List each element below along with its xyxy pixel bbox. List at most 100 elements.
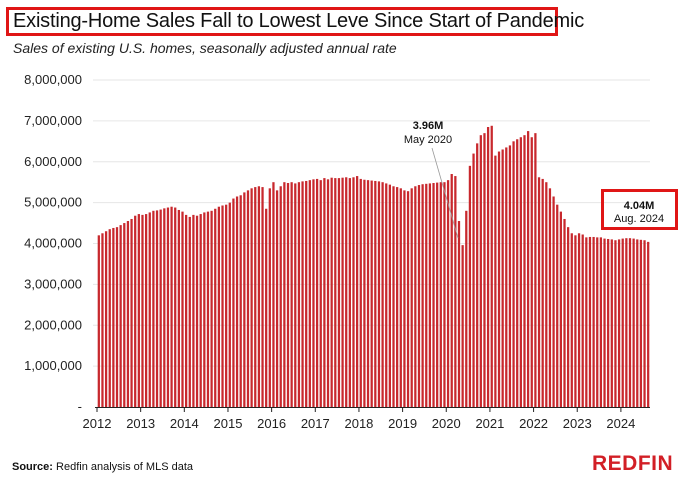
bar (283, 182, 286, 407)
bar (130, 218, 133, 407)
bar (188, 216, 191, 407)
bar (436, 182, 439, 407)
x-tick-label: 2022 (519, 416, 548, 431)
bar (414, 186, 417, 407)
bar (490, 125, 493, 407)
y-tick-label: 3,000,000 (24, 276, 82, 291)
bar (406, 191, 410, 407)
x-tick-label: 2014 (170, 416, 199, 431)
y-tick-label: 1,000,000 (24, 358, 82, 373)
bar (250, 188, 253, 407)
source-label: Source: (12, 461, 53, 473)
bar (308, 180, 311, 407)
annotation-may-2020-label: May 2020 (404, 134, 452, 146)
bar (115, 227, 119, 407)
bar (210, 210, 213, 407)
bar (432, 183, 435, 407)
bar (643, 240, 646, 407)
bar (479, 135, 482, 407)
bar (174, 207, 177, 407)
bar (239, 195, 242, 407)
bar (232, 198, 235, 407)
x-tick-label: 2020 (432, 416, 461, 431)
bar (254, 187, 257, 407)
x-axis: 2012 2013 2014 2015 2016 2017 2018 2019 2020 2021… (83, 407, 650, 431)
bar (334, 178, 337, 407)
bar (275, 190, 279, 407)
bar (345, 177, 348, 407)
bar (439, 182, 442, 407)
bar (577, 233, 581, 407)
bar (134, 215, 137, 407)
chart-title: Existing-Home Sales Fall to Lowest Leve … (13, 10, 585, 32)
y-tick-label: 2,000,000 (24, 317, 82, 332)
bar (377, 181, 381, 407)
bar (592, 236, 595, 407)
bar (621, 238, 624, 407)
y-tick-label: 6,000,000 (24, 154, 82, 169)
bar (359, 178, 362, 407)
bar (319, 180, 322, 407)
bar (497, 151, 501, 407)
bar (526, 131, 530, 407)
bar-series (97, 125, 650, 408)
bar (465, 210, 468, 407)
bar (636, 239, 639, 407)
bar (476, 143, 479, 408)
bar (570, 233, 573, 407)
bar (519, 137, 522, 408)
aug-2024-highlight-box (601, 189, 678, 230)
bar (195, 215, 199, 407)
bar (385, 183, 388, 407)
bar (607, 239, 610, 407)
source-note: Source: Redfin analysis of MLS data (12, 461, 193, 473)
bar (548, 188, 552, 407)
bar (639, 239, 643, 407)
bar (348, 178, 351, 407)
bar (530, 137, 533, 408)
bar (403, 190, 406, 407)
bar (268, 188, 271, 407)
bar (443, 182, 446, 407)
chart-subtitle: Sales of existing U.S. homes, seasonally… (13, 40, 397, 56)
bar (159, 209, 162, 407)
bar (214, 208, 217, 407)
y-tick-label: 4,000,000 (24, 236, 82, 251)
bar (112, 227, 115, 407)
bar (199, 214, 202, 407)
bar (461, 245, 464, 407)
bar (166, 207, 170, 407)
annotation-may-2020-value: 3.96M (413, 120, 444, 132)
y-tick-label: 5,000,000 (24, 195, 82, 210)
bar (450, 174, 453, 407)
bar (203, 212, 206, 407)
bar (574, 235, 577, 407)
bar (185, 214, 188, 407)
bar (556, 204, 559, 407)
bar (192, 214, 195, 407)
bar (468, 165, 472, 407)
bar (399, 188, 402, 407)
bar (417, 185, 421, 407)
bar (315, 178, 319, 407)
x-tick-label: 2021 (475, 416, 504, 431)
bar (472, 153, 475, 407)
annotation-aug-2024-value: 4.04M (624, 200, 655, 212)
bar (545, 182, 548, 407)
x-tick-label: 2018 (344, 416, 373, 431)
x-tick-label: 2012 (83, 416, 112, 431)
bar (388, 184, 391, 407)
bar (603, 238, 606, 407)
annotation-may-2020-leader (431, 147, 459, 239)
bar (396, 187, 399, 407)
bar (596, 237, 599, 407)
bar (101, 233, 104, 407)
bar (494, 155, 497, 407)
bar (599, 237, 603, 407)
bar (425, 183, 428, 407)
bar (625, 238, 628, 407)
bar (225, 204, 228, 407)
bar (119, 225, 122, 407)
bar (141, 214, 144, 407)
bar (486, 127, 490, 407)
